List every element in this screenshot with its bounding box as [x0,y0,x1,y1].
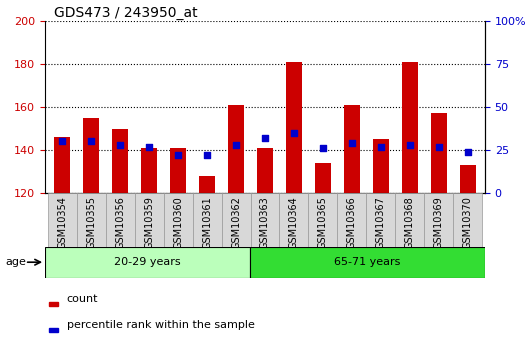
Text: GSM10368: GSM10368 [405,196,414,249]
FancyBboxPatch shape [395,193,424,247]
Text: count: count [67,294,99,304]
Bar [49,302,58,306]
Point [203,152,211,158]
FancyBboxPatch shape [48,193,77,247]
Bar [83,118,99,193]
Text: GSM10366: GSM10366 [347,196,357,249]
Bar [344,105,360,193]
Bar [286,62,302,193]
Point [348,140,356,146]
Text: 65-71 years: 65-71 years [334,257,401,267]
FancyBboxPatch shape [135,193,164,247]
Point [405,142,414,148]
FancyBboxPatch shape [424,193,453,247]
Bar [257,148,273,193]
Bar [373,139,388,193]
FancyBboxPatch shape [77,193,106,247]
Bar [315,163,331,193]
Text: GSM10360: GSM10360 [173,196,183,249]
Bar [112,128,128,193]
Bar [402,62,418,193]
Text: GSM10364: GSM10364 [289,196,299,249]
Text: GSM10363: GSM10363 [260,196,270,249]
Point [58,139,67,144]
FancyBboxPatch shape [45,247,250,278]
FancyBboxPatch shape [453,193,482,247]
Point [376,144,385,149]
FancyBboxPatch shape [192,193,222,247]
FancyBboxPatch shape [250,247,485,278]
Point [232,142,240,148]
Bar [49,328,58,332]
Text: GSM10370: GSM10370 [463,196,473,249]
Point [290,130,298,136]
Point [87,139,95,144]
Point [463,149,472,155]
Point [261,135,269,141]
Bar [431,114,447,193]
Text: GSM10365: GSM10365 [318,196,328,249]
Text: GSM10367: GSM10367 [376,196,386,249]
Bar [228,105,244,193]
Point [319,146,327,151]
FancyBboxPatch shape [366,193,395,247]
Point [116,142,125,148]
Bar [460,165,475,193]
Text: 20-29 years: 20-29 years [114,257,181,267]
Bar [142,148,157,193]
Text: GSM10356: GSM10356 [116,196,125,249]
FancyBboxPatch shape [279,193,308,247]
Text: age: age [5,257,26,267]
Text: GSM10354: GSM10354 [57,196,67,249]
Point [174,152,182,158]
Bar [199,176,215,193]
FancyBboxPatch shape [338,193,366,247]
Text: GSM10361: GSM10361 [202,196,212,249]
Text: GSM10362: GSM10362 [231,196,241,249]
FancyBboxPatch shape [106,193,135,247]
Text: GSM10355: GSM10355 [86,196,96,249]
Text: percentile rank within the sample: percentile rank within the sample [67,321,255,330]
Point [435,144,443,149]
FancyBboxPatch shape [164,193,192,247]
Bar [170,148,186,193]
Text: GSM10369: GSM10369 [434,196,444,249]
FancyBboxPatch shape [222,193,251,247]
Text: GSM10359: GSM10359 [144,196,154,249]
Point [145,144,154,149]
FancyBboxPatch shape [251,193,279,247]
FancyBboxPatch shape [308,193,338,247]
Bar [55,137,70,193]
Text: GDS473 / 243950_at: GDS473 / 243950_at [54,6,198,20]
